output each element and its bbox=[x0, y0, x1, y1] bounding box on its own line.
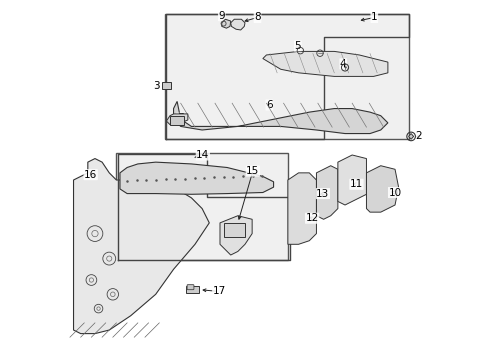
Text: 6: 6 bbox=[266, 100, 272, 110]
Text: 16: 16 bbox=[84, 170, 98, 180]
Polygon shape bbox=[263, 51, 388, 76]
Text: 5: 5 bbox=[294, 41, 301, 51]
Bar bbox=[165, 14, 409, 139]
Text: 10: 10 bbox=[389, 188, 402, 198]
Bar bbox=[223, 223, 245, 237]
Text: 14: 14 bbox=[196, 150, 209, 160]
Polygon shape bbox=[222, 19, 231, 28]
Text: 4: 4 bbox=[340, 59, 346, 69]
Text: 2: 2 bbox=[415, 131, 421, 141]
Text: 17: 17 bbox=[213, 287, 226, 296]
Polygon shape bbox=[338, 155, 367, 205]
Text: 8: 8 bbox=[254, 13, 261, 22]
Text: 9: 9 bbox=[219, 11, 225, 21]
Polygon shape bbox=[120, 162, 273, 194]
Text: 1: 1 bbox=[371, 13, 378, 22]
Polygon shape bbox=[167, 114, 188, 125]
Text: 7: 7 bbox=[177, 113, 183, 123]
Bar bbox=[186, 286, 198, 293]
Polygon shape bbox=[173, 102, 388, 134]
Polygon shape bbox=[220, 216, 252, 255]
Polygon shape bbox=[317, 166, 338, 219]
Polygon shape bbox=[367, 166, 398, 212]
Bar bbox=[117, 153, 288, 260]
Text: 12: 12 bbox=[306, 213, 319, 223]
Polygon shape bbox=[409, 134, 414, 139]
Text: 11: 11 bbox=[350, 179, 363, 189]
Bar bbox=[162, 82, 171, 89]
Polygon shape bbox=[288, 173, 317, 244]
Text: 13: 13 bbox=[316, 189, 329, 199]
Polygon shape bbox=[231, 19, 245, 30]
Text: 15: 15 bbox=[246, 166, 260, 176]
FancyBboxPatch shape bbox=[187, 285, 194, 290]
Bar bbox=[170, 116, 184, 125]
Polygon shape bbox=[74, 158, 209, 334]
Text: 3: 3 bbox=[153, 81, 160, 91]
